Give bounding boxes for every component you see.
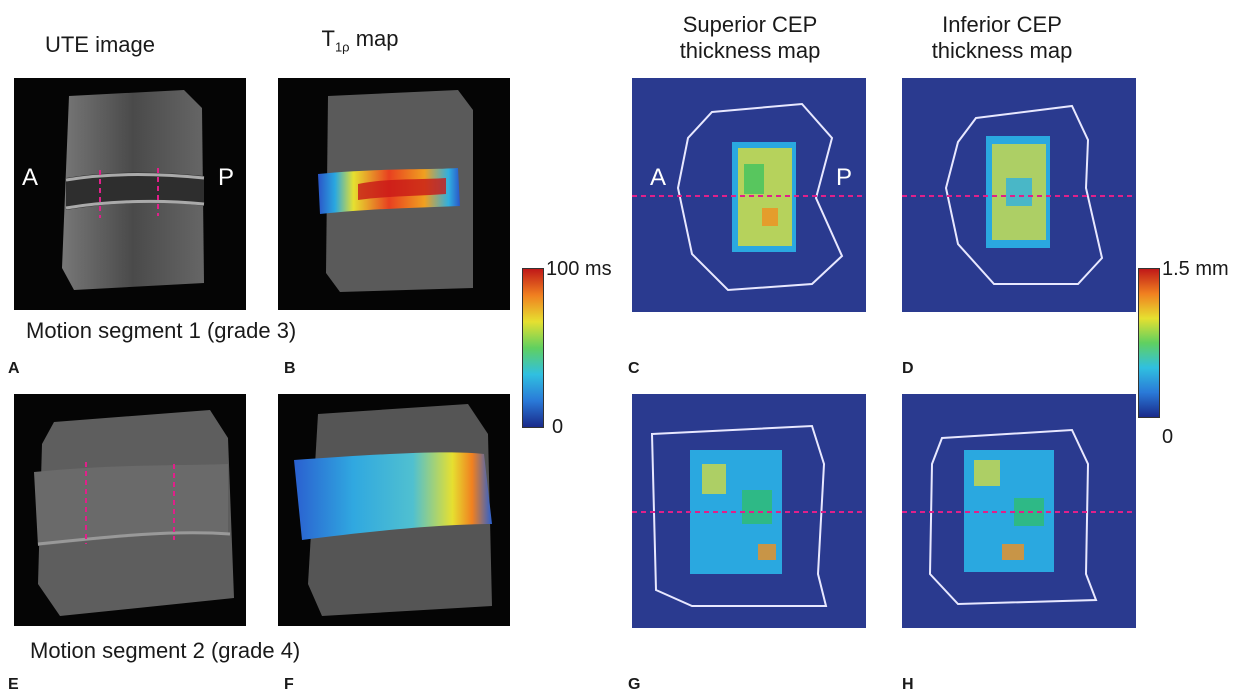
panel-a-ute-image: A P (14, 78, 246, 310)
inferior-cep-graphic-2 (902, 428, 1136, 606)
superior-cep-graphic-2 (632, 424, 866, 607)
panel-letter-e: E (8, 676, 19, 693)
anterior-label-a: A (22, 164, 39, 191)
panel-f-t1rho-map (278, 394, 510, 626)
inferior-cep-graphic-1 (902, 104, 1136, 285)
t1rho-map-graphic (318, 90, 473, 292)
header-t1rho-prefix: T (321, 26, 335, 51)
header-superior-cep: Superior CEP thickness map (650, 12, 850, 64)
panel-d-inferior-cep-map (902, 78, 1136, 312)
header-t1rho-suffix: map (349, 26, 399, 51)
header-inferior-cep: Inferior CEP thickness map (902, 12, 1102, 64)
t1rho-map-graphic-2 (294, 404, 492, 616)
posterior-label-c: P (836, 164, 853, 191)
panel-letter-a: A (8, 360, 20, 377)
panel-letter-b: B (284, 360, 296, 377)
header-ute-image: UTE image (44, 32, 156, 57)
t1rho-colorbar-min: 0 (552, 416, 564, 438)
panel-letter-d: D (902, 360, 914, 377)
panel-letter-f: F (284, 676, 294, 693)
header-t1rho-map: T1ρ map (280, 26, 440, 60)
t1rho-colorbar-max: 100 ms (546, 258, 612, 280)
superior-cep-graphic-1 (632, 102, 866, 292)
panel-letter-c: C (628, 360, 640, 377)
header-superior-line2: thickness map (679, 38, 821, 63)
ute-vertebra-graphic-2 (34, 410, 234, 616)
header-inferior-line1: Inferior CEP (942, 12, 1062, 37)
t1rho-colorbar (522, 268, 544, 428)
thickness-colorbar (1138, 268, 1160, 418)
segment-1-caption: Motion segment 1 (grade 3) (26, 318, 297, 343)
panel-b-t1rho-map (278, 78, 510, 310)
posterior-label-a: P (218, 164, 235, 191)
panel-letter-h: H (902, 676, 914, 693)
panel-h-inferior-cep-map (902, 394, 1136, 628)
header-superior-line1: Superior CEP (682, 12, 818, 37)
panel-letter-g: G (628, 676, 641, 693)
thickness-colorbar-min: 0 (1162, 426, 1174, 448)
panel-e-ute-image (14, 394, 246, 626)
header-t1rho-subscript: 1ρ (334, 39, 350, 55)
panel-c-superior-cep-map: A P (632, 78, 866, 312)
ute-vertebra-graphic (62, 90, 205, 290)
thickness-colorbar-max: 1.5 mm (1162, 258, 1229, 280)
panel-g-superior-cep-map (632, 394, 866, 628)
segment-2-caption: Motion segment 2 (grade 4) (30, 638, 301, 663)
header-inferior-line2: thickness map (931, 38, 1073, 63)
anterior-label-c: A (650, 164, 667, 191)
